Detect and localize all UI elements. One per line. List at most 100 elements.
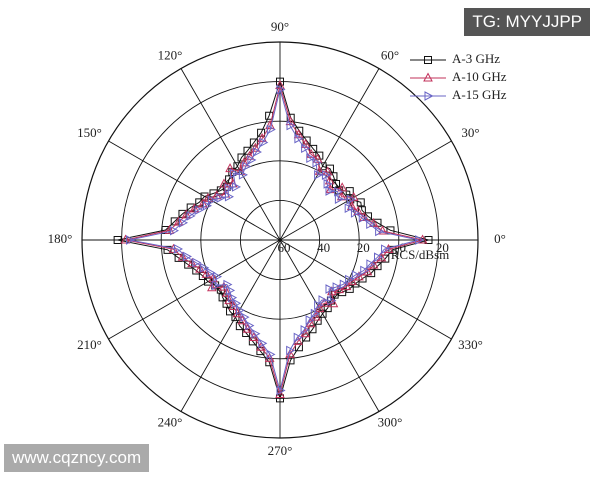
marker	[276, 394, 284, 403]
angle-label: 210°	[77, 337, 102, 352]
marker	[238, 170, 248, 180]
marker	[192, 257, 202, 268]
marker	[276, 385, 286, 396]
marker	[242, 161, 252, 172]
marker	[207, 282, 217, 292]
marker	[195, 198, 204, 207]
marker	[201, 268, 212, 278]
marker	[353, 205, 363, 216]
marker	[229, 168, 239, 179]
marker	[334, 194, 344, 204]
marker	[266, 124, 276, 135]
r-tick-label: 20	[357, 240, 370, 255]
marker	[312, 153, 323, 163]
legend-label: A-15 GHz	[452, 87, 507, 102]
marker	[265, 120, 275, 130]
marker	[173, 244, 183, 254]
marker	[424, 236, 433, 244]
marker	[194, 205, 204, 216]
angle-label: 60°	[381, 47, 399, 62]
marker	[226, 285, 236, 296]
marker	[247, 155, 257, 165]
marker	[252, 147, 262, 157]
r-tick-label: 20	[436, 240, 449, 255]
marker	[358, 213, 368, 223]
marker	[294, 133, 304, 144]
marker	[266, 349, 276, 360]
marker	[295, 126, 304, 135]
marker	[179, 217, 189, 228]
marker	[351, 270, 361, 280]
marker	[375, 226, 385, 237]
marker	[310, 308, 320, 319]
marker	[177, 251, 188, 261]
marker	[306, 148, 316, 158]
marker	[184, 260, 193, 269]
marker	[306, 153, 316, 163]
marker	[381, 244, 391, 254]
marker	[216, 193, 226, 203]
marker	[373, 252, 384, 263]
angle-label: 30°	[461, 125, 479, 140]
marker	[301, 143, 311, 154]
marker	[373, 262, 382, 271]
marker	[169, 225, 180, 236]
marker	[327, 295, 337, 306]
marker	[219, 281, 229, 291]
marker	[305, 315, 315, 325]
marker	[415, 235, 425, 245]
marker	[222, 299, 231, 308]
marker	[334, 186, 344, 197]
marker	[344, 203, 354, 214]
marker	[314, 170, 324, 180]
marker	[163, 245, 172, 254]
spoke	[279, 140, 452, 241]
marker	[207, 195, 217, 206]
marker	[322, 166, 333, 176]
marker	[417, 234, 428, 244]
marker	[178, 209, 187, 218]
marker	[345, 274, 355, 285]
legend-label: A-3 GHz	[452, 51, 500, 66]
angle-label: 120°	[158, 47, 183, 62]
marker	[356, 198, 365, 207]
marker	[324, 175, 335, 185]
marker	[257, 133, 267, 143]
marker	[198, 198, 208, 208]
marker	[312, 158, 322, 168]
angle-label: 90°	[271, 19, 289, 34]
marker	[232, 298, 242, 309]
marker	[200, 262, 210, 273]
marker	[182, 251, 192, 262]
marker	[368, 259, 379, 269]
marker	[231, 182, 242, 192]
marker	[251, 328, 261, 339]
spoke	[279, 239, 452, 340]
marker	[219, 178, 229, 188]
angle-label: 150°	[77, 125, 102, 140]
spoke	[279, 239, 380, 412]
marker	[202, 200, 212, 211]
series-line	[129, 87, 419, 393]
spoke	[180, 239, 281, 412]
series-line	[117, 79, 431, 401]
marker	[376, 252, 387, 262]
marker	[354, 271, 364, 281]
marker	[309, 144, 318, 153]
marker	[181, 209, 192, 219]
marker	[300, 325, 310, 335]
marker	[245, 320, 255, 331]
marker	[423, 72, 433, 82]
marker	[325, 284, 335, 294]
marker	[314, 300, 324, 310]
marker	[224, 191, 234, 202]
marker	[339, 279, 349, 290]
angle-label: 270°	[268, 443, 293, 458]
marker	[286, 345, 296, 356]
marker	[276, 84, 286, 95]
marker	[222, 182, 231, 191]
marker	[173, 216, 184, 226]
watermark: www.cqzncy.com	[4, 444, 150, 472]
marker	[362, 266, 373, 276]
